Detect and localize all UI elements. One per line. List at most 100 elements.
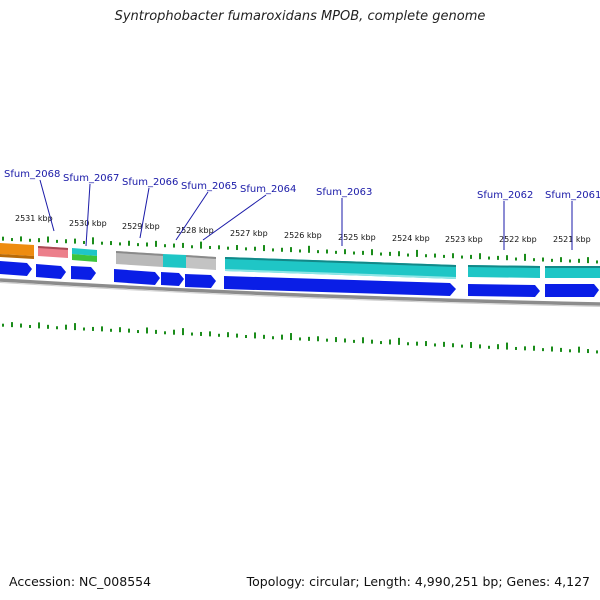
gc-tick <box>452 343 454 348</box>
gc-tick <box>2 323 4 327</box>
gc-tick <box>452 253 454 259</box>
gc-tick <box>272 248 274 252</box>
gc-tick <box>245 247 247 251</box>
gc-tick <box>515 346 517 350</box>
cds-block-teal-long[interactable] <box>225 257 456 279</box>
cds-block-teal-green[interactable] <box>72 248 97 262</box>
gc-tick <box>92 326 94 331</box>
gc-tick <box>560 257 562 263</box>
gc-tick <box>326 249 328 254</box>
gc-tick <box>344 338 346 343</box>
gene-label-sfum-2065[interactable]: Sfum_2065 <box>181 181 237 192</box>
gene-arrow-6[interactable] <box>185 274 216 288</box>
gc-tick <box>281 247 283 252</box>
gc-tick <box>389 339 391 345</box>
gc-tick <box>74 323 76 331</box>
gc-tick <box>164 331 166 335</box>
gc-tick <box>20 323 22 328</box>
gc-tick <box>191 332 193 336</box>
gene-arrow-4[interactable] <box>114 269 160 285</box>
gene-label-sfum-2061[interactable]: Sfum_2061 <box>545 190 600 201</box>
gc-tick <box>119 242 121 246</box>
gc-tick <box>47 236 49 243</box>
gene-label-sfum-2063[interactable]: Sfum_2063 <box>316 187 372 198</box>
gc-tick <box>281 334 283 340</box>
callout-sfum-2067 <box>85 183 91 247</box>
gc-tick <box>317 250 319 254</box>
kbp-tick-label: 2528 kbp <box>176 226 214 235</box>
gene-arrow-5[interactable] <box>161 272 184 286</box>
gc-tick <box>308 245 310 253</box>
gc-tick <box>38 238 40 243</box>
gc-tick <box>209 245 211 249</box>
gc-tick <box>425 341 427 347</box>
gc-tick <box>236 333 238 338</box>
gc-tick <box>137 330 139 334</box>
gene-label-sfum-2066[interactable]: Sfum_2066 <box>122 177 178 188</box>
gc-tick <box>272 336 274 340</box>
cds-block-orange[interactable] <box>0 243 34 259</box>
gene-arrow-3[interactable] <box>71 266 96 280</box>
gc-tick <box>596 350 598 354</box>
cds-block-pink[interactable] <box>38 246 68 258</box>
gc-tick <box>110 328 112 332</box>
gc-tick <box>335 337 337 343</box>
gc-tick <box>398 251 400 257</box>
cds-block-teal-2[interactable] <box>468 265 540 278</box>
gc-tick <box>173 329 175 335</box>
gc-tick <box>479 344 481 349</box>
gene-label-sfum-2062[interactable]: Sfum_2062 <box>477 190 533 201</box>
accession-text: Accession: NC_008554 <box>9 574 152 589</box>
gc-tick <box>407 342 409 346</box>
gene-label-sfum-2064[interactable]: Sfum_2064 <box>240 184 296 195</box>
gc-tick <box>128 328 130 333</box>
gc-tick <box>83 327 85 331</box>
kbp-tick-label: 2525 kbp <box>338 233 376 242</box>
gc-tick <box>497 344 499 350</box>
cds-block-grey-2[interactable] <box>186 255 216 270</box>
gc-tick <box>218 333 220 337</box>
gc-tick <box>254 246 256 251</box>
gc-tick <box>488 345 490 349</box>
gc-tick <box>2 236 4 241</box>
gc-tick <box>524 253 526 261</box>
callout-sfum-2068 <box>39 179 55 232</box>
gene-labels: Sfum_2068 Sfum_2067 Sfum_2066 Sfum_2065 … <box>4 169 600 201</box>
gene-arrow-2[interactable] <box>36 264 66 279</box>
gc-tick <box>191 245 193 249</box>
gc-tick <box>155 240 157 247</box>
gc-tick <box>533 345 535 351</box>
gene-label-sfum-2067[interactable]: Sfum_2067 <box>63 173 119 184</box>
gene-arrow-8[interactable] <box>468 284 540 297</box>
gc-tick <box>290 247 292 253</box>
genome-title: Syntrophobacter fumaroxidans MPOB, compl… <box>114 9 486 24</box>
gc-tick <box>218 245 220 250</box>
gene-arrow-7[interactable] <box>224 276 456 296</box>
cds-block-grey-1[interactable] <box>116 251 163 267</box>
cds-block-teal-1[interactable] <box>163 254 186 268</box>
gc-tick <box>524 346 526 351</box>
gc-tick <box>407 253 409 257</box>
gc-tick <box>569 349 571 353</box>
gc-tick <box>101 326 103 332</box>
gc-tick <box>56 326 58 330</box>
gc-tick <box>209 331 211 337</box>
kbp-tick-label: 2526 kbp <box>284 231 322 240</box>
gc-tick <box>398 337 400 345</box>
cds-block-teal-3[interactable] <box>545 266 600 278</box>
gc-tick <box>587 349 589 354</box>
gc-tick <box>308 336 310 341</box>
gc-tick <box>101 241 103 245</box>
gene-arrow-1[interactable] <box>0 261 32 276</box>
gc-tick <box>245 335 247 339</box>
gc-tick <box>380 252 382 256</box>
gc-tick <box>164 244 166 248</box>
gc-tick <box>542 348 544 352</box>
gc-tick <box>236 245 238 251</box>
gc-tick <box>200 241 202 249</box>
gene-label-sfum-2068[interactable]: Sfum_2068 <box>4 169 60 180</box>
callout-sfum-2064 <box>202 194 267 241</box>
gene-arrow-9[interactable] <box>545 284 599 297</box>
gc-tick <box>290 333 292 341</box>
